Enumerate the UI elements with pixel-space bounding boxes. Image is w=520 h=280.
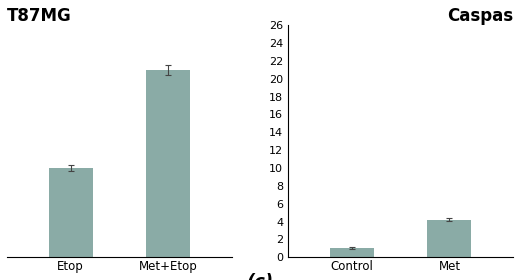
Text: Caspas: Caspas xyxy=(447,7,513,25)
Bar xyxy=(48,168,93,257)
Bar xyxy=(330,248,374,257)
Text: T87MG: T87MG xyxy=(7,7,72,25)
Text: (c): (c) xyxy=(246,273,274,280)
Bar xyxy=(427,220,472,257)
Bar xyxy=(146,70,190,257)
